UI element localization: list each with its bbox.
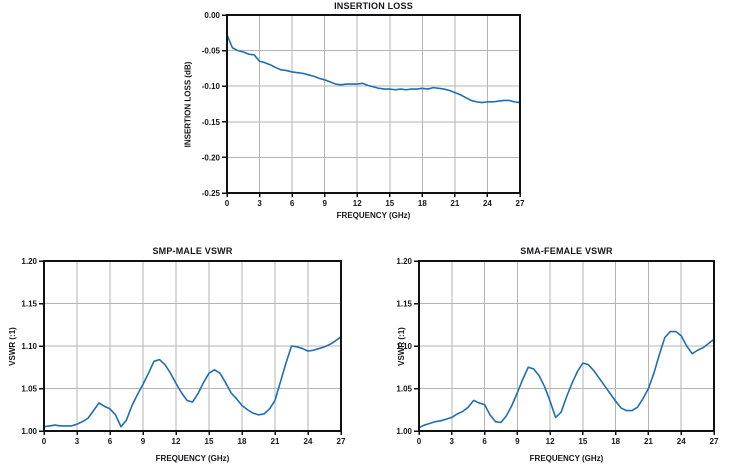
- x-tick-label: 18: [611, 437, 620, 446]
- x-tick-label: 21: [644, 437, 653, 446]
- tick-marks: [414, 260, 715, 435]
- x-tick-label: 18: [238, 437, 247, 446]
- x-tick-label: 12: [172, 437, 181, 446]
- y-tick-label: 1.00: [21, 427, 37, 436]
- x-tick-label: 0: [42, 437, 47, 446]
- tick-marks: [39, 260, 342, 435]
- y-tick-label: 0.00: [204, 11, 220, 20]
- x-tick-label: 21: [450, 199, 459, 208]
- chart-title: SMA-FEMALE VSWR: [520, 246, 613, 256]
- y-tick-label: 1.00: [396, 427, 412, 436]
- y-tick-label: -0.20: [202, 153, 221, 162]
- x-tick-label: 12: [546, 437, 555, 446]
- sma-female-vswr-plot: 0 3 6 9 12 15 18 21 24 27 1.00 1.05 1.10 1.15 1.20: [396, 257, 719, 446]
- x-tick-label: 21: [271, 437, 280, 446]
- x-tick-label: 6: [108, 437, 113, 446]
- x-axis-label: FREQUENCY (GHz): [155, 454, 230, 463]
- series-line-insertion-loss: [226, 34, 521, 104]
- y-tick-label: 1.20: [396, 257, 412, 266]
- tick-labels: 0 3 6 9 12 15 18 21 24 27 1.00 1.05 1.10 1.15 1.20: [396, 257, 719, 446]
- series-line-sma-female-vswr: [418, 330, 715, 429]
- y-tick-label: 1.20: [21, 257, 37, 266]
- x-tick-label: 24: [677, 437, 686, 446]
- x-tick-label: 3: [257, 199, 262, 208]
- x-tick-label: 0: [225, 199, 230, 208]
- chart-title: SMP-MALE VSWR: [152, 246, 233, 256]
- x-axis-label: FREQUENCY (GHz): [336, 211, 411, 220]
- x-tick-label: 15: [578, 437, 587, 446]
- x-tick-label: 6: [482, 437, 487, 446]
- x-tick-label: 15: [385, 199, 394, 208]
- x-tick-label: 3: [450, 437, 455, 446]
- x-tick-label: 27: [516, 199, 525, 208]
- y-tick-label: 1.10: [396, 342, 412, 351]
- x-tick-label: 24: [483, 199, 492, 208]
- x-tick-label: 0: [417, 437, 422, 446]
- x-tick-label: 24: [304, 437, 313, 446]
- y-tick-label: -0.25: [202, 189, 221, 198]
- x-tick-label: 6: [290, 199, 295, 208]
- gridlines: [227, 15, 520, 193]
- x-tick-label: 9: [322, 199, 327, 208]
- y-tick-label: -0.15: [202, 118, 221, 127]
- x-tick-label: 18: [418, 199, 427, 208]
- y-tick-label: 1.05: [21, 385, 37, 394]
- x-tick-label: 9: [515, 437, 520, 446]
- plot-border: [226, 14, 521, 194]
- y-tick-label: 1.15: [21, 300, 37, 309]
- tick-labels: 0 3 6 9 12 15 18 21 24 27 1.00 1.05 1.10 1.15 1.20: [21, 257, 346, 446]
- gridlines: [419, 261, 714, 431]
- y-tick-label: 1.15: [396, 300, 412, 309]
- x-tick-label: 3: [75, 437, 80, 446]
- x-tick-label: 27: [710, 437, 719, 446]
- x-axis-label: FREQUENCY (GHz): [529, 454, 604, 463]
- smp-male-vswr-plot: 0 3 6 9 12 15 18 21 24 27 1.00 1.05 1.10 1.15 1.20: [21, 257, 346, 446]
- y-tick-label: -0.05: [202, 47, 221, 56]
- insertion-loss-plot: 0 3 6 9 12 15 18 21 24 27 0.00 -0.05 -0.10 -0.15 -0.20…: [202, 11, 525, 208]
- x-tick-label: 9: [141, 437, 146, 446]
- x-tick-label: 15: [205, 437, 214, 446]
- chart-title: INSERTION LOSS: [334, 1, 413, 11]
- tick-labels: 0 3 6 9 12 15 18 21 24 27 0.00 -0.05 -0.10 -0.15 -0.20…: [202, 11, 525, 208]
- y-tick-label: 1.10: [21, 342, 37, 351]
- gridlines: [44, 261, 341, 431]
- tick-marks: [222, 14, 521, 197]
- series-line-smp-male-vswr: [43, 335, 342, 428]
- smp-male-vswr-chart: SMP-MALE VSWR VSWR (:1) 0 3 6 9 12 15 18 21 24 27…: [0, 244, 360, 472]
- sma-female-vswr-chart: SMA-FEMALE VSWR VSWR (:1) 0 3 6 9 12 15 18 21 24…: [373, 244, 733, 472]
- y-tick-label: 1.05: [396, 385, 412, 394]
- x-tick-label: 12: [353, 199, 362, 208]
- x-tick-label: 27: [337, 437, 346, 446]
- y-tick-label: -0.10: [202, 82, 221, 91]
